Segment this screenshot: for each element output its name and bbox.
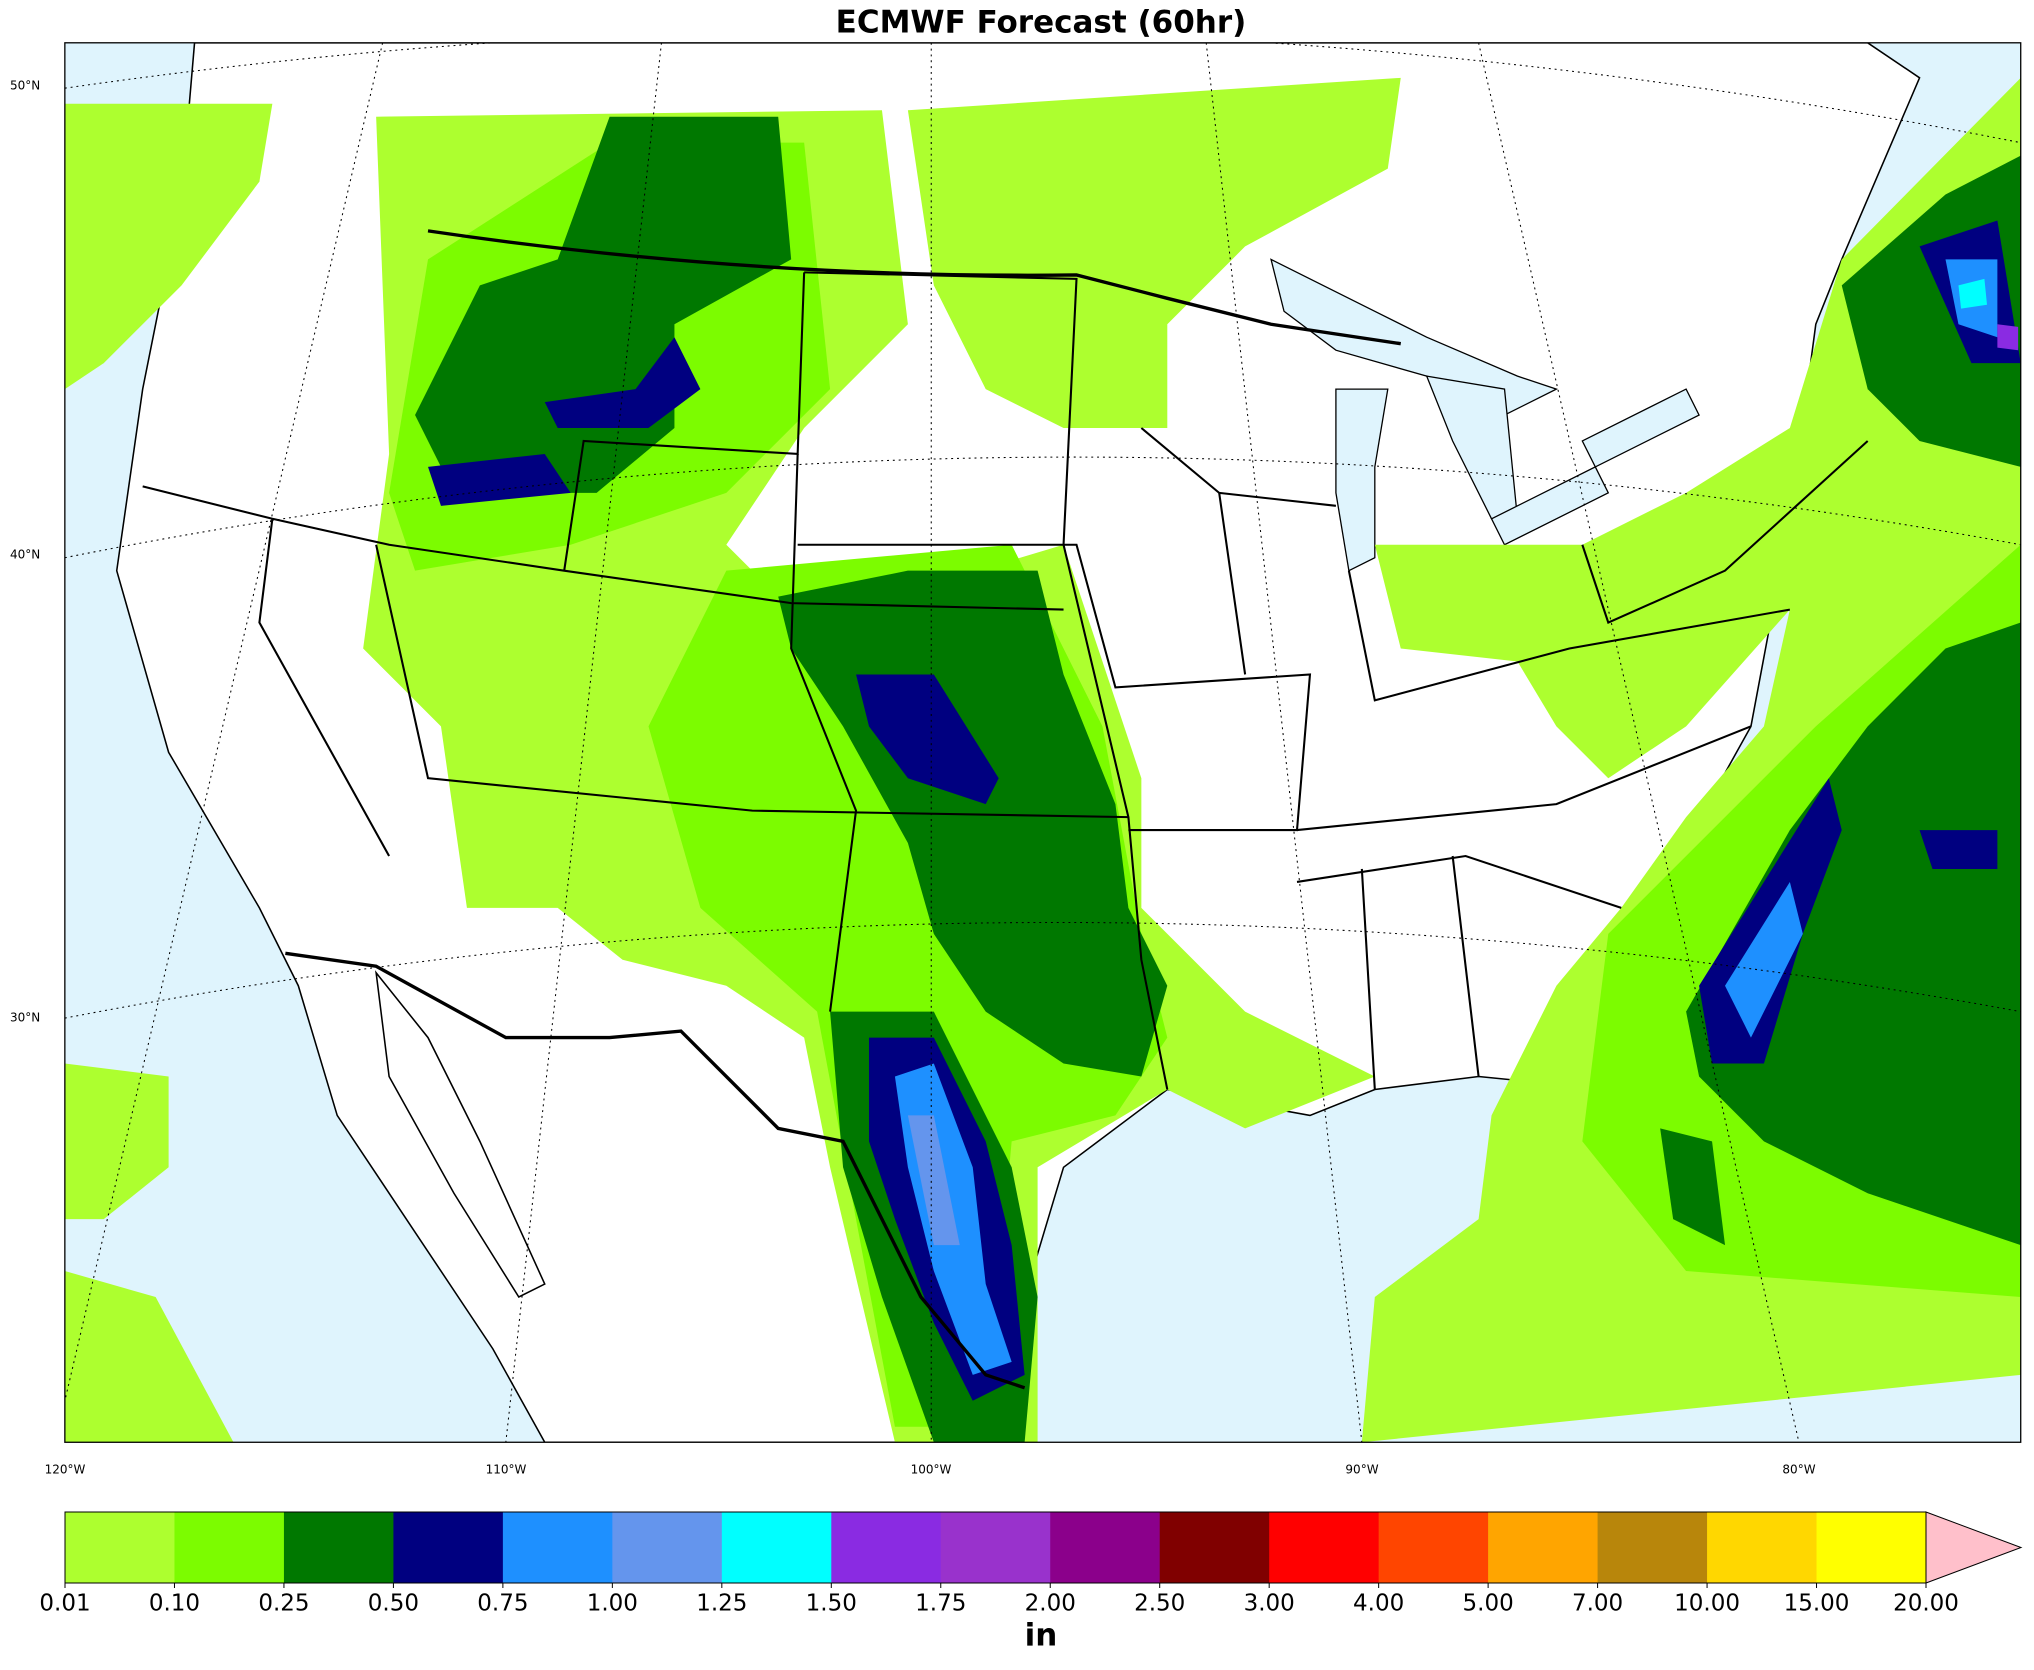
- colorbar-segment: [283, 1512, 394, 1583]
- precip-area: [544, 337, 701, 429]
- state-border: [1140, 427, 1337, 675]
- title: ECMWF Forecast (60hr): [836, 5, 1247, 41]
- precip-area: [415, 116, 792, 493]
- colorbar-tick-label: 5.00: [1463, 1591, 1514, 1617]
- lat-label: 40°N: [10, 548, 40, 562]
- colorbar-tick-label: 0.50: [368, 1591, 419, 1617]
- precip-area: [1958, 278, 1988, 309]
- colorbar-segment: [1159, 1512, 1270, 1583]
- colorbar-segment: [502, 1512, 613, 1583]
- graticule: [64, 42, 2021, 144]
- colorbar-segment: [1597, 1512, 1708, 1583]
- colorbar-tick-label: 1.75: [915, 1591, 966, 1617]
- lon-label: 110°W: [486, 1463, 527, 1477]
- lat-label: 30°N: [10, 1011, 40, 1025]
- precip-area: [1919, 830, 1998, 869]
- colorbar-tick-label: 0.75: [477, 1591, 528, 1617]
- map-body: [64, 42, 2021, 1443]
- graticule: [505, 42, 662, 1443]
- colorbar-segment: [831, 1512, 942, 1583]
- colorbar-tick-label: 1.00: [587, 1591, 638, 1617]
- lon-label: 120°W: [45, 1463, 86, 1477]
- colorbar-segment: [174, 1512, 285, 1583]
- colorbar-segment: [1378, 1512, 1489, 1583]
- state-border: [1347, 570, 1791, 702]
- colorbar-segment: [1488, 1512, 1599, 1583]
- precip-area: [1725, 881, 1803, 1038]
- lat-label: 50°N: [10, 79, 40, 93]
- precip-area: [856, 674, 999, 805]
- precip-area: [1997, 324, 2019, 351]
- colorbar-segment: [1050, 1512, 1161, 1583]
- map: [64, 42, 2022, 1443]
- colorbar-tick-label: 1.25: [696, 1591, 747, 1617]
- colorbar-segment: [65, 1512, 175, 1583]
- state-border: [1296, 725, 1752, 832]
- colorbar-tick-label: 20.00: [1893, 1591, 1959, 1617]
- lon-label: 100°W: [911, 1463, 952, 1477]
- colorbar-segment: [1269, 1512, 1380, 1583]
- colorbar-tick-label: 0.25: [258, 1591, 309, 1617]
- colorbar-segment: [1707, 1512, 1818, 1583]
- lake: [1335, 388, 1389, 572]
- state-border: [1581, 440, 1869, 624]
- colorbar-tick-label: 2.00: [1025, 1591, 1076, 1617]
- lake: [1490, 466, 1610, 546]
- colorbar-segment: [721, 1512, 832, 1583]
- colorbar-tick-label: 3.00: [1244, 1591, 1295, 1617]
- colorbar-outline: [64, 1511, 1926, 1584]
- precip-area: [428, 453, 571, 506]
- graticule: [1205, 42, 1363, 1443]
- state-border: [1360, 855, 1480, 1090]
- lake: [1581, 388, 1700, 468]
- colorbar-tick-label: 0.10: [149, 1591, 200, 1617]
- state-border: [1296, 854, 1622, 909]
- colorbar-segment: [612, 1512, 723, 1583]
- precip-area: [64, 1271, 234, 1443]
- colorbar-tick-label: 0.01: [39, 1591, 90, 1617]
- state-border: [790, 453, 858, 1012]
- lon-label: 80°W: [1782, 1463, 1815, 1477]
- graticule: [64, 921, 2021, 1019]
- precip-area: [907, 1115, 960, 1246]
- state-border: [375, 544, 1129, 819]
- graticule: [64, 42, 384, 1401]
- country-border: [285, 951, 1026, 1390]
- baja: [375, 970, 546, 1299]
- colorbar-segment: [1816, 1512, 1927, 1583]
- colorbar-tick-label: 15.00: [1784, 1591, 1850, 1617]
- precip-area: [64, 1063, 169, 1220]
- state-border: [563, 272, 806, 571]
- precip-area: [907, 77, 1401, 429]
- precip-area: [1660, 1128, 1726, 1246]
- colorbar-extend: [1925, 1511, 2023, 1584]
- state-border: [142, 485, 1064, 611]
- state-border: [797, 543, 1312, 832]
- colorbar-tick-label: 2.50: [1134, 1591, 1185, 1617]
- country-border: [427, 229, 1402, 346]
- colorbar-tick-label: 4.00: [1353, 1591, 1404, 1617]
- graticule: [64, 456, 2021, 559]
- colorbar-tick-label: 7.00: [1572, 1591, 1623, 1617]
- colorbar-tick-label: 10.00: [1674, 1591, 1740, 1617]
- map-frame: [64, 42, 2022, 1443]
- colorbar-segment: [940, 1512, 1051, 1583]
- state-border: [804, 271, 1169, 1090]
- colorbar-tick-label: 1.50: [806, 1591, 857, 1617]
- lon-label: 90°W: [1345, 1463, 1378, 1477]
- precip-area: [64, 103, 273, 390]
- state-border: [258, 518, 391, 857]
- colorbar: 0.01 0.10 0.25 0.50 0.75 1.00 1.25 1.50 1.75 2.00…: [39, 1511, 2023, 1617]
- colorbar-label: in: [1025, 1618, 1058, 1654]
- colorbar-segment: [393, 1512, 504, 1583]
- precip-area: [1686, 622, 2021, 1246]
